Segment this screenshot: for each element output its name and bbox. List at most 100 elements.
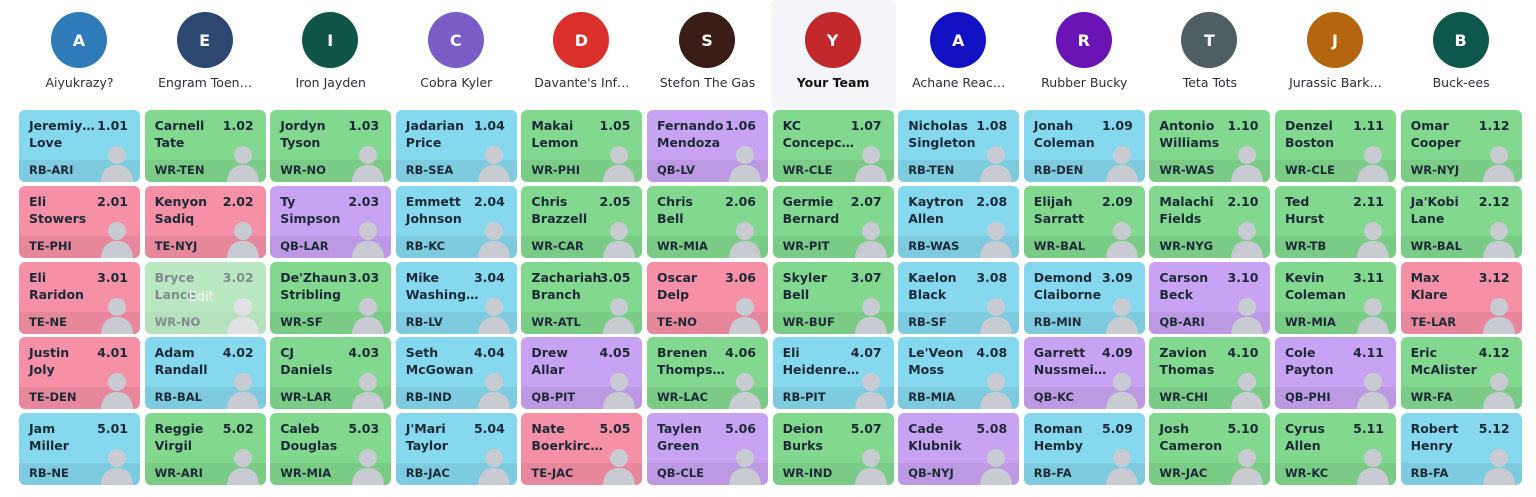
player-position-team: TE-DEN — [29, 390, 77, 405]
pick-card[interactable]: J'Mari Taylor 5.04 RB-JAC — [395, 413, 517, 486]
pick-card[interactable]: Kevin Coleman 3.11 WR-MIA — [1275, 261, 1396, 334]
pick-card[interactable]: Mike Washing… 3.04 RB-LV — [395, 261, 517, 334]
pick-card[interactable]: Jordyn Tyson 1.03 WR-NO — [270, 110, 392, 182]
pick-card[interactable]: Makai Lemon 1.05 WR-PHI — [521, 110, 643, 182]
pick-card[interactable]: Denzel Boston 1.11 WR-CLE — [1275, 110, 1396, 182]
pick-card[interactable]: Taylen Green 5.06 QB-CLE — [647, 413, 768, 486]
pick-card[interactable]: Cyrus Allen 5.11 WR-KC — [1275, 413, 1396, 486]
pick-number: 1.03 — [348, 118, 380, 133]
pick-card[interactable]: De'Zhaun Stribling 3.03 WR-SF — [270, 261, 392, 334]
team-name[interactable]: Your Team — [796, 75, 870, 90]
pick-card[interactable]: KC Concepc… 1.07 WR-CLE — [772, 110, 894, 182]
player-first-name: Reggie — [154, 421, 204, 437]
player-position-team: QB-PHI — [1285, 390, 1331, 405]
edit-label[interactable]: Edit — [188, 289, 214, 305]
player-first-name: Seth — [405, 345, 439, 361]
team-name[interactable]: Buck-ees — [1432, 75, 1490, 90]
pick-number: 5.02 — [222, 421, 254, 437]
pick-card[interactable]: Roman Hemby 5.09 RB-FA — [1023, 413, 1145, 486]
pick-card[interactable]: Jeremiy… Love 1.01 RB-ARI — [19, 110, 140, 182]
player-silhouette — [1482, 449, 1515, 486]
pick-card[interactable]: Zachariah Branch 3.05 WR-ATL — [521, 261, 643, 334]
pick-card[interactable]: Brenen Thomps… 4.06 WR-LAC — [647, 337, 768, 410]
player-position-team: WR-BAL — [1410, 238, 1462, 253]
player-silhouette — [352, 297, 385, 334]
pick-card[interactable]: Skyler Bell 3.07 WR-BUF — [772, 261, 894, 334]
team-name[interactable]: Rubber Bucky — [1041, 75, 1128, 90]
team-name[interactable]: Cobra Kyler — [420, 75, 493, 90]
pick-card[interactable]: Nate Boerkirc… 5.05 TE-JAC — [521, 413, 643, 486]
pick-card[interactable]: Le'Veon Moss 4.08 RB-MIA — [898, 337, 1020, 410]
player-first-name: Kenyon — [154, 193, 208, 209]
pick-card[interactable]: Zavion Thomas 4.10 WR-CHI — [1149, 337, 1271, 410]
pick-card[interactable]: Caleb Douglas 5.03 WR-MIA — [270, 413, 392, 486]
pick-number: 3.09 — [1101, 269, 1133, 285]
pick-card[interactable]: Robert Henry 5.12 RB-FA — [1400, 413, 1522, 486]
player-first-name: Jam — [29, 421, 56, 437]
team-name[interactable]: Achane Reac… — [912, 75, 1006, 90]
pick-card[interactable]: Deion Burks 5.07 WR-IND — [772, 413, 894, 486]
pick-card[interactable]: Kaytron Allen 2.08 RB-WAS — [898, 185, 1020, 258]
pick-card[interactable]: Chris Brazzell 2.05 WR-CAR — [521, 185, 643, 258]
pick-card[interactable]: Garrett Nussmei… 4.09 QB-KC — [1023, 337, 1145, 410]
pick-card[interactable]: Fernando Mendoza 1.06 QB-LV — [647, 110, 768, 182]
pick-card[interactable]: Eric McAlister 4.12 WR-FA — [1400, 337, 1522, 410]
pick-card[interactable]: Emmett Johnson 2.04 RB-KC — [395, 185, 517, 258]
pick-card[interactable]: Drew Allar 4.05 QB-PIT — [521, 337, 643, 410]
pick-card[interactable]: Oscar Delp 3.06 TE-NO — [647, 261, 768, 334]
team-name[interactable]: Iron Jayden — [295, 75, 366, 90]
pick-card[interactable]: Nicholas Singleton 1.08 RB-TEN — [898, 110, 1020, 182]
player-silhouette — [101, 221, 133, 258]
pick-card[interactable]: Reggie Virgil 5.02 WR-ARI — [144, 413, 266, 486]
player-silhouette — [1231, 297, 1264, 334]
pick-card[interactable]: Chris Bell 2.06 WR-MIA — [647, 185, 768, 258]
pick-card[interactable]: Josh Cameron 5.10 WR-JAC — [1149, 413, 1271, 486]
pick-card[interactable]: Seth McGowan 4.04 RB-IND — [395, 337, 517, 410]
pick-number: 5.06 — [725, 421, 756, 437]
pick-card[interactable]: Malachi Fields 2.10 WR-NYG — [1149, 185, 1271, 258]
pick-card[interactable]: Carnell Tate 1.02 WR-TEN — [144, 110, 266, 182]
pick-card[interactable]: Justin Joly 4.01 TE-DEN — [19, 337, 140, 410]
player-position-team: TE-NO — [657, 314, 697, 329]
pick-card[interactable]: Germie Bernard 2.07 WR-PIT — [772, 185, 894, 258]
pick-card[interactable]: Eli Stowers 2.01 TE-PHI — [19, 185, 140, 258]
team-name[interactable]: Jurassic Bark… — [1289, 75, 1382, 90]
pick-card[interactable]: Jadarian Price 1.04 RB-SEA — [395, 110, 517, 182]
player-silhouette — [226, 297, 259, 334]
pick-number: 3.12 — [1478, 269, 1510, 285]
pick-card[interactable]: Ted Hurst 2.11 WR-TB — [1275, 185, 1396, 258]
pick-card[interactable]: Jonah Coleman 1.09 RB-DEN — [1023, 110, 1145, 182]
team-name[interactable]: Engram Toen… — [158, 75, 253, 90]
pick-card[interactable]: Antonio Williams 1.10 WR-WAS — [1149, 110, 1271, 182]
pick-number: 2.11 — [1353, 193, 1384, 209]
team-name[interactable]: Aiyukrazy? — [45, 75, 114, 90]
pick-card[interactable]: Jam Miller 5.01 RB-NE — [19, 413, 140, 486]
team-name[interactable]: Stefon The Gas — [659, 75, 756, 90]
pick-card[interactable]: Eli Heidenre… 4.07 RB-PIT — [772, 337, 894, 410]
player-last-name: Raridon — [29, 286, 84, 302]
pick-card[interactable]: Demond Claiborne 3.09 RB-MIN — [1023, 261, 1145, 334]
pick-card[interactable]: Ty Simpson 2.03 QB-LAR — [270, 185, 392, 258]
pick-card[interactable]: Omar Cooper 1.12 WR-NYJ — [1400, 110, 1522, 182]
pick-card[interactable]: Ja'Kobi Lane 2.12 WR-BAL — [1400, 185, 1522, 258]
pick-card[interactable]: Bryce Lance 3.02 WR-NO Edit — [144, 261, 266, 334]
team-name[interactable]: Davante's Inf… — [534, 75, 630, 90]
pick-number: 1.11 — [1353, 118, 1384, 133]
pick-card[interactable]: CJ Daniels 4.03 WR-LAR — [270, 337, 392, 410]
pick-card[interactable]: Adam Randall 4.02 RB-BAL — [144, 337, 266, 410]
pick-card[interactable]: Max Klare 3.12 TE-LAR — [1400, 261, 1522, 334]
pick-card[interactable]: Cade Klubnik 5.08 QB-NYJ — [898, 413, 1020, 486]
pick-card[interactable]: Kenyon Sadiq 2.02 TE-NYJ — [144, 185, 266, 258]
player-first-name: Jeremiy… — [29, 118, 95, 133]
pick-card[interactable]: Carson Beck 3.10 QB-ARI — [1149, 261, 1271, 334]
pick-card[interactable]: Eli Raridon 3.01 TE-NE — [19, 261, 140, 334]
player-last-name: Washing… — [405, 286, 479, 302]
pick-card[interactable]: Kaelon Black 3.08 RB-SF — [898, 261, 1020, 334]
pick-card[interactable]: Elijah Sarratt 2.09 WR-BAL — [1023, 185, 1145, 258]
pick-card[interactable]: Cole Payton 4.11 QB-PHI — [1275, 337, 1396, 410]
team-name[interactable]: Teta Tots — [1182, 75, 1238, 90]
player-position-team: QB-LV — [657, 163, 695, 177]
team-avatar: I — [302, 12, 359, 68]
player-position-team: WR-KC — [1285, 466, 1329, 481]
